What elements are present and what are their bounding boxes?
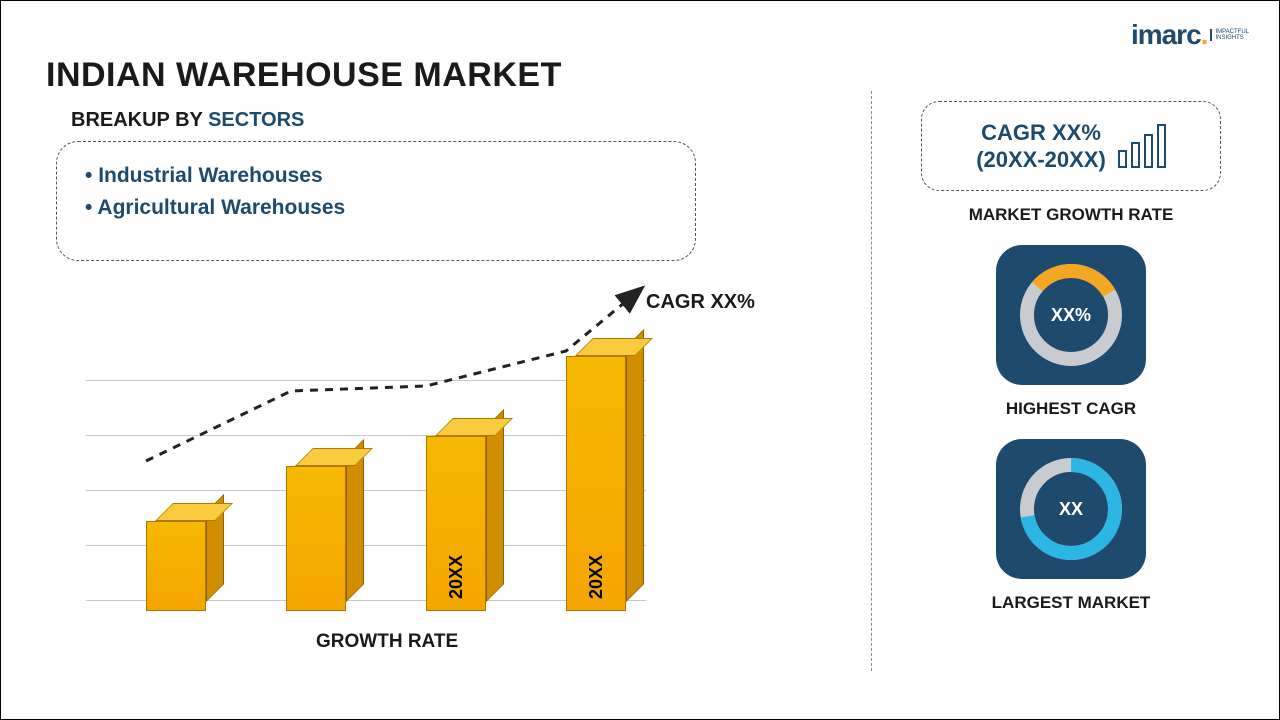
- mini-bar-icon: [1118, 124, 1166, 168]
- breakup-box: • Industrial Warehouses • Agricultural W…: [56, 141, 696, 261]
- largest-market-card: XX: [996, 439, 1146, 579]
- donut-center-value: XX%: [1051, 305, 1091, 326]
- breakup-heading: BREAKUP BY SECTORS: [71, 109, 304, 132]
- right-panel: CAGR XX% (20XX-20XX) MARKET GROWTH RATE …: [901, 101, 1241, 619]
- growth-rate-label: MARKET GROWTH RATE: [969, 205, 1174, 225]
- logo-text: imarc.: [1131, 19, 1208, 51]
- donut-center-value: XX: [1059, 499, 1083, 520]
- chart-axis-label: GROWTH RATE: [316, 631, 458, 653]
- bar-year-label: 20XX: [586, 555, 607, 599]
- breakup-item: • Industrial Warehouses: [85, 160, 667, 192]
- trend-label: CAGR XX%: [646, 291, 755, 314]
- bar-year-label: 20XX: [446, 555, 467, 599]
- growth-chart: 20XX20XX CAGR XX% GROWTH RATE: [56, 301, 776, 661]
- breakup-item: • Agricultural Warehouses: [85, 192, 667, 224]
- highest-cagr-label: HIGHEST CAGR: [1006, 399, 1136, 419]
- cagr-summary-box: CAGR XX% (20XX-20XX): [921, 101, 1221, 191]
- vertical-divider: [871, 91, 872, 671]
- page-title: INDIAN WAREHOUSE MARKET: [46, 56, 562, 95]
- highest-cagr-card: XX%: [996, 245, 1146, 385]
- brand-logo: imarc. IMPACTFULINSIGHTS: [1131, 19, 1249, 51]
- cagr-text: CAGR XX% (20XX-20XX): [976, 119, 1106, 174]
- logo-tagline: IMPACTFULINSIGHTS: [1210, 29, 1249, 41]
- largest-market-label: LARGEST MARKET: [992, 593, 1151, 613]
